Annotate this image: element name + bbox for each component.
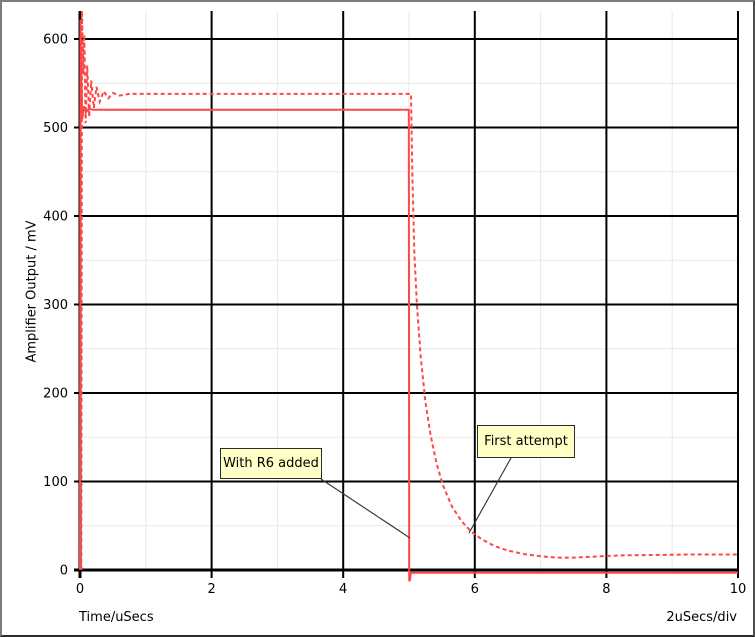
- x-tick-label: 2: [207, 582, 215, 597]
- x-tick-label: 4: [339, 582, 347, 597]
- x-scale-per-div-label: 2uSecs/div: [666, 610, 737, 625]
- x-axis-title: Time/uSecs: [79, 610, 154, 625]
- x-tick-label: 10: [730, 582, 747, 597]
- waveform-traces: [79, 10, 738, 582]
- x-axis-tick-labels: 0 2 4 6 8 10: [76, 582, 746, 597]
- trace-with-r6-added[interactable]: [79, 19, 738, 582]
- annotation-pointer-lines: [320, 457, 512, 539]
- x-tick-label: 6: [471, 582, 479, 597]
- y-tick-label: 200: [43, 387, 68, 402]
- annotation-first-attempt[interactable]: First attempt: [477, 425, 575, 458]
- y-axis-tick-labels: 0 100 200 300 400 500 600: [43, 33, 68, 579]
- trace-first-attempt[interactable]: [80, 10, 738, 571]
- major-gridlines: [74, 11, 739, 578]
- y-tick-label: 300: [43, 298, 68, 313]
- y-tick-label: 500: [43, 121, 68, 136]
- y-tick-label: 0: [60, 564, 68, 579]
- y-tick-label: 600: [43, 33, 68, 48]
- y-axis-title: Amplifier Output / mV: [24, 220, 40, 363]
- y-tick-label: 400: [43, 210, 68, 225]
- x-tick-label: 8: [602, 582, 610, 597]
- annotation-pointer-line: [468, 457, 512, 534]
- annotation-with-r6-added[interactable]: With R6 added: [220, 448, 322, 479]
- x-tick-label: 0: [76, 582, 84, 597]
- y-tick-label: 100: [43, 475, 68, 490]
- annotation-pointer-line: [320, 478, 411, 539]
